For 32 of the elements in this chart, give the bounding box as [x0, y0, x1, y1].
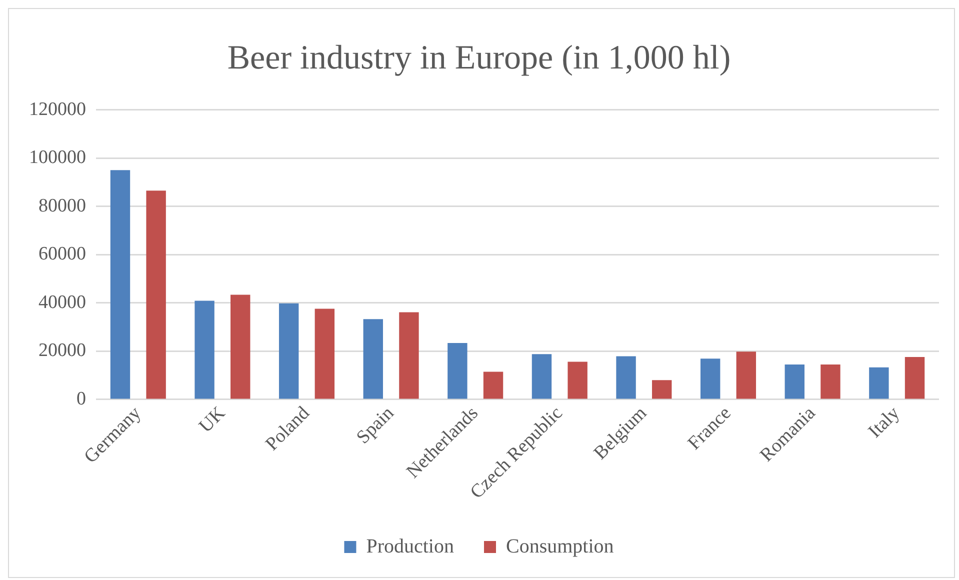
bar — [652, 380, 672, 399]
y-tick-label: 60000 — [38, 244, 86, 265]
bar — [363, 319, 383, 399]
bar — [278, 303, 299, 399]
legend-label: Consumption — [506, 535, 614, 558]
chart-title: Beer industry in Europe (in 1,000 hl) — [227, 39, 731, 76]
y-tick-label: 0 — [76, 388, 86, 410]
bar — [616, 356, 636, 399]
x-tick-label: UK — [195, 402, 230, 437]
bar — [146, 190, 166, 399]
bar — [784, 364, 804, 399]
bar — [399, 312, 419, 399]
bar — [568, 362, 588, 399]
bar — [194, 300, 214, 399]
bar — [869, 367, 889, 399]
bar — [820, 364, 840, 399]
bar — [483, 372, 504, 399]
bar — [314, 308, 335, 399]
bar — [230, 294, 250, 399]
y-tick-label: 100000 — [29, 147, 86, 168]
legend-label: Production — [366, 535, 454, 558]
y-tick-label: 80000 — [38, 195, 86, 216]
bar — [700, 358, 720, 399]
y-tick-label: 20000 — [38, 340, 86, 362]
bar — [904, 356, 925, 399]
bar — [532, 354, 552, 399]
bar — [736, 352, 756, 399]
y-tick-label: 40000 — [38, 292, 86, 313]
y-tick-label: 120000 — [29, 98, 86, 120]
x-tick-label: Italy — [864, 402, 904, 442]
bar — [110, 170, 130, 399]
bar — [448, 342, 468, 399]
